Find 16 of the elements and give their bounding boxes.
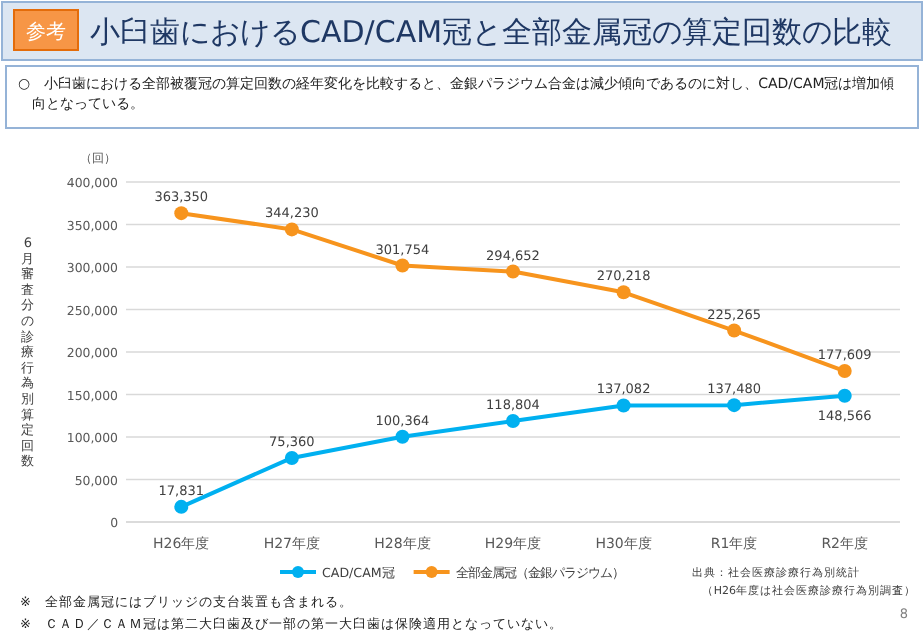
point [284, 222, 299, 237]
point [837, 364, 852, 379]
point [174, 206, 189, 221]
point [395, 429, 410, 444]
point [616, 285, 631, 300]
point [506, 264, 520, 279]
point [616, 398, 631, 413]
point [395, 258, 410, 273]
point [727, 398, 742, 413]
point [837, 388, 852, 403]
point [727, 323, 742, 338]
point [506, 414, 520, 429]
text: 参考 [26, 20, 66, 44]
chart-title: 小臼歯におけるCAD/CAM冠と全部金属冠の算定回数の比較 [90, 14, 893, 50]
point [284, 450, 299, 465]
point [174, 499, 189, 514]
